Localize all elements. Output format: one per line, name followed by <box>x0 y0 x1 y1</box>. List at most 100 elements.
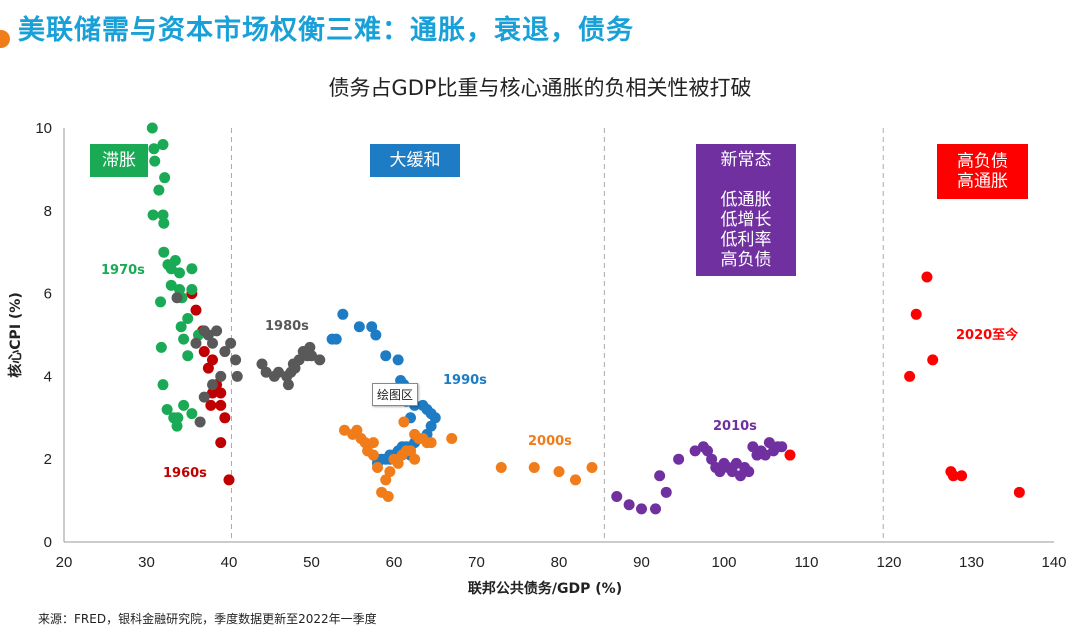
data-point <box>706 453 718 465</box>
x-tick-label: 60 <box>386 554 403 571</box>
data-point <box>198 346 210 358</box>
x-tick-label: 140 <box>1041 554 1066 571</box>
region-label-box <box>90 144 148 177</box>
series-label: 2000s <box>528 434 572 449</box>
data-point <box>260 366 272 378</box>
source-note: 来源：FRED，银科金融研究院，季度数据更新至2022年一季度 <box>38 612 377 626</box>
series-label: 1960s <box>163 466 207 481</box>
data-point <box>425 437 437 449</box>
data-point <box>339 424 350 436</box>
x-tick-label: 90 <box>633 554 650 571</box>
data-point <box>392 354 404 366</box>
region-label-text: 高负债 <box>721 250 772 270</box>
data-point <box>528 461 540 473</box>
page-title: 美联储需与资本市场权衡三难：通胀，衰退，债务 <box>18 15 634 46</box>
data-point <box>230 354 242 366</box>
data-point <box>293 354 305 366</box>
region-label-text: 高负债 <box>957 152 1008 172</box>
data-point <box>359 437 371 449</box>
data-point <box>148 143 160 155</box>
data-point <box>207 387 218 399</box>
data-point <box>660 486 672 498</box>
region-label-text: 低利率 <box>721 230 772 250</box>
region-label-text: 低通胀 <box>721 190 772 210</box>
data-point <box>586 461 598 473</box>
y-tick-label: 2 <box>44 451 52 468</box>
x-tick-label: 20 <box>56 554 73 571</box>
data-point <box>194 416 206 428</box>
y-axis-label: 核心CPI (%) <box>7 292 24 377</box>
data-point <box>689 445 701 457</box>
data-point <box>380 350 392 362</box>
dividers-layer <box>230 128 884 542</box>
data-point <box>353 321 365 333</box>
data-point <box>289 362 301 374</box>
plot-area-tooltip: 绘图区 <box>372 383 419 406</box>
region-label-text: 滞胀 <box>102 151 136 171</box>
data-point <box>330 333 342 345</box>
region-label-box <box>937 144 1028 199</box>
data-point <box>161 404 173 416</box>
data-point <box>146 122 158 134</box>
data-point <box>155 341 167 353</box>
data-point <box>759 449 771 461</box>
data-point <box>153 184 165 196</box>
data-point <box>202 329 214 341</box>
data-point <box>784 449 796 461</box>
chart-title: 债务占GDP比重与核心通胀的负相关性被打破 <box>328 76 752 100</box>
data-point <box>372 461 383 473</box>
data-point <box>157 379 169 391</box>
data-point <box>673 453 685 465</box>
data-point <box>956 470 968 482</box>
data-point <box>178 399 190 411</box>
data-point <box>366 321 378 333</box>
series-label: 2020至今 <box>956 327 1019 343</box>
data-point <box>207 379 218 391</box>
data-point <box>650 503 662 515</box>
region-label-text: 低增长 <box>721 210 772 230</box>
data-point <box>947 470 959 482</box>
region-label-box <box>370 144 460 177</box>
x-tick-label: 80 <box>551 554 568 571</box>
data-point <box>169 254 181 266</box>
data-point <box>367 449 379 461</box>
data-point <box>743 466 755 478</box>
data-point <box>304 341 316 353</box>
data-point <box>215 399 227 411</box>
series-label: 1980s <box>265 319 309 334</box>
x-tick-label: 100 <box>711 554 736 571</box>
data-point <box>314 354 326 366</box>
region-label-text: 高通胀 <box>957 172 1008 192</box>
data-point <box>446 433 458 444</box>
data-point <box>927 354 939 366</box>
x-tick-label: 130 <box>959 554 984 571</box>
x-axis-label: 联邦公共债务/GDP (%) <box>468 580 622 597</box>
data-point <box>654 470 666 482</box>
data-point <box>182 350 194 362</box>
x-tick-label: 40 <box>221 554 238 571</box>
ticks-layer: 20 30 40 50 60 70 80 90 100 110 120 130 140 0 2 4 6 8 10 <box>35 120 1066 571</box>
data-point <box>215 437 227 449</box>
data-point <box>219 412 231 424</box>
data-point <box>337 308 349 320</box>
data-point <box>380 474 392 486</box>
data-point <box>623 499 635 511</box>
y-tick-label: 4 <box>44 368 52 385</box>
data-point <box>425 420 437 432</box>
data-point <box>282 379 294 391</box>
data-point <box>215 370 227 382</box>
data-point <box>495 461 507 473</box>
x-tick-label: 110 <box>795 554 819 571</box>
data-point <box>157 209 169 221</box>
data-point <box>171 420 183 432</box>
data-point <box>382 490 394 502</box>
data-point <box>910 308 922 320</box>
data-point <box>351 424 363 436</box>
data-point <box>158 246 170 258</box>
data-point <box>186 263 198 275</box>
data-point <box>735 470 746 482</box>
data-point <box>207 337 218 349</box>
labels-layer: 1960s 1970s 1980s 1990s 2000s 2010s 2020至今 <box>101 263 1019 481</box>
